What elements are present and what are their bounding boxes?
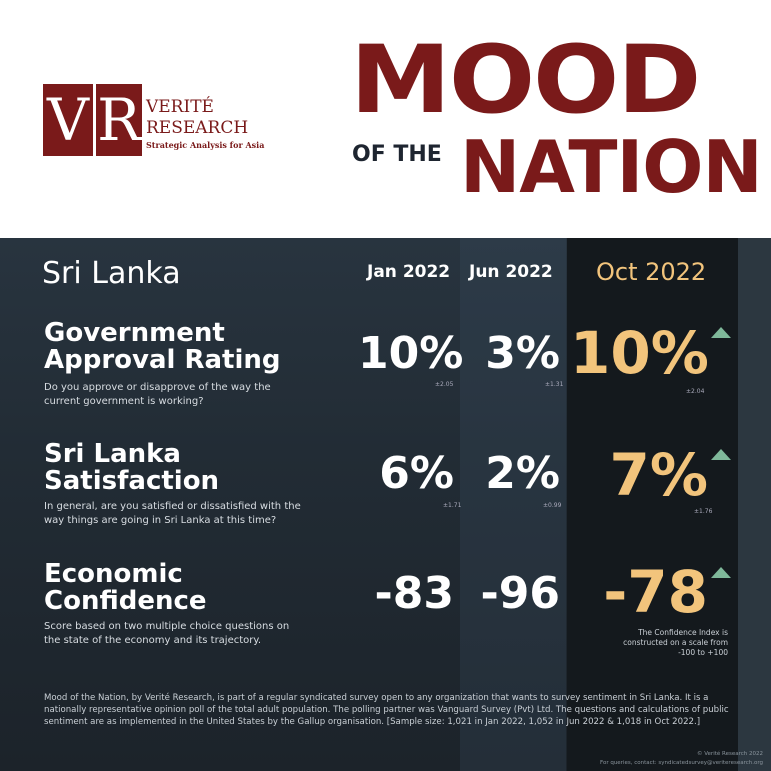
row-title: Confidence bbox=[44, 586, 207, 616]
row-question: Do you approve or disapprove of the way … bbox=[44, 382, 271, 407]
logo-name-1: VERITÉ bbox=[146, 97, 214, 117]
copyright: © Verité Research 2022 bbox=[696, 751, 763, 757]
logo-tagline: Strategic Analysis for Asia bbox=[146, 140, 265, 150]
title-nation: NATION bbox=[460, 125, 763, 209]
row-title: Economic bbox=[44, 559, 183, 589]
footer-text: Mood of the Nation, by Verité Research, … bbox=[44, 693, 729, 727]
row-title: Satisfaction bbox=[44, 466, 220, 496]
value-jan: -83 bbox=[374, 568, 455, 619]
period-jan: Jan 2022 bbox=[367, 262, 451, 282]
moe-oct: ±2.04 bbox=[686, 388, 705, 395]
logo-v: V bbox=[43, 84, 93, 156]
value-oct: 10% bbox=[570, 319, 709, 387]
period-oct: Oct 2022 bbox=[596, 258, 707, 286]
row-title: Government bbox=[44, 318, 225, 348]
value-jan: 10% bbox=[358, 328, 464, 379]
row-title: Sri Lanka bbox=[44, 439, 181, 469]
moe-oct: ±1.76 bbox=[694, 508, 713, 515]
trend-up-icon bbox=[711, 449, 731, 460]
trend-up-icon bbox=[711, 327, 731, 338]
value-jun: 3% bbox=[485, 328, 560, 379]
column-jun bbox=[460, 238, 566, 771]
moe-jan: ±2.05 bbox=[435, 381, 454, 388]
value-jun: 2% bbox=[485, 448, 560, 499]
row-question: Score based on two multiple choice quest… bbox=[44, 621, 290, 646]
right-strip bbox=[738, 238, 771, 771]
value-jun: -96 bbox=[480, 568, 561, 619]
period-jun: Jun 2022 bbox=[469, 262, 553, 282]
row-question: In general, are you satisfied or dissati… bbox=[44, 501, 301, 526]
trend-up-icon bbox=[711, 567, 731, 578]
title-of-the: OF THE bbox=[352, 142, 442, 167]
logo-name-2: RESEARCH bbox=[146, 118, 249, 138]
moe-jan: ±1.71 bbox=[443, 502, 462, 509]
value-jan: 6% bbox=[379, 448, 454, 499]
moe-jun: ±0.99 bbox=[543, 502, 562, 509]
logo-r: R bbox=[96, 84, 142, 156]
confidence-note: The Confidence Index is constructed on a… bbox=[623, 628, 728, 657]
country-label: Sri Lanka bbox=[42, 256, 181, 291]
title-mood: MOOD bbox=[350, 26, 701, 135]
value-oct: -78 bbox=[603, 558, 708, 626]
contact: For queries, contact: syndicatedsurvey@v… bbox=[599, 760, 763, 766]
column-oct bbox=[567, 238, 738, 771]
row-title: Approval Rating bbox=[44, 345, 281, 375]
value-oct: 7% bbox=[609, 441, 708, 509]
moe-jun: ±1.31 bbox=[545, 381, 564, 388]
